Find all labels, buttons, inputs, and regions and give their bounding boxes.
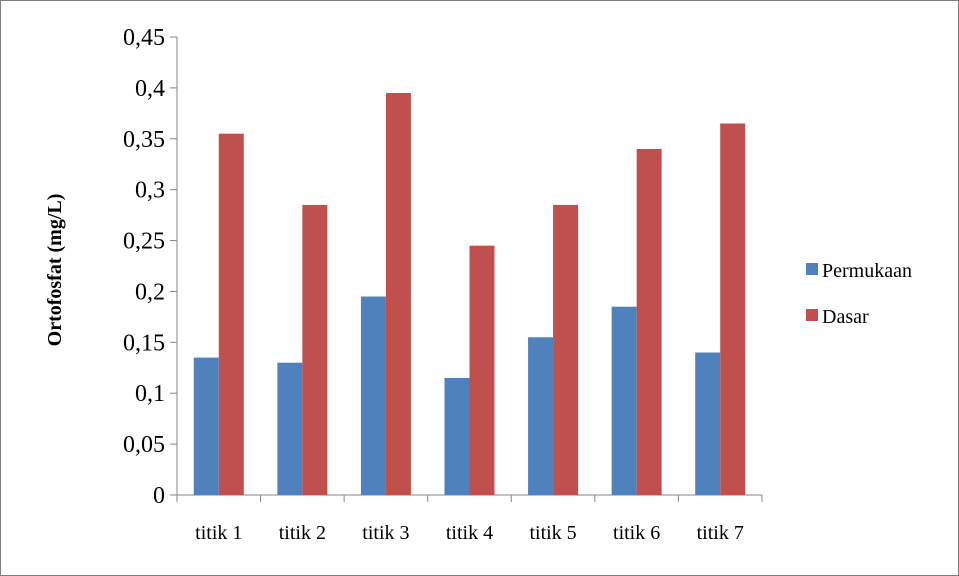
y-tick-label: 0,25 (123, 229, 165, 255)
bar-dasar-titik-5 (553, 204, 579, 495)
x-tick-label: titik 6 (613, 522, 660, 544)
bar-permukaan-titik-7 (695, 352, 721, 495)
y-tick-label: 0,05 (123, 432, 165, 458)
y-tick-label: 0,4 (135, 76, 165, 102)
legend: Permukaan Dasar (806, 260, 912, 328)
x-tick-label: titik 1 (195, 522, 242, 544)
y-tick-label: 0 (153, 483, 165, 509)
y-tick-label: 0,45 (123, 25, 165, 51)
bar-dasar-titik-6 (636, 148, 662, 495)
bar-permukaan-titik-2 (277, 362, 303, 495)
bar-permukaan-titik-5 (528, 337, 554, 495)
y-tick-label: 0,15 (123, 330, 165, 356)
y-tick-label: 0,1 (135, 381, 165, 407)
legend-swatch-dasar (806, 309, 818, 321)
x-tick-label: titik 7 (697, 522, 744, 544)
y-axis-title: Ortofosfat (mg/L) (44, 194, 66, 347)
y-tick-label: 0,35 (123, 127, 165, 153)
x-tick-label: titik 5 (529, 522, 576, 544)
x-tick-label: titik 3 (362, 522, 409, 544)
y-tick-label: 0,3 (135, 178, 165, 204)
bar-dasar-titik-7 (720, 123, 746, 495)
y-axis: 0 0,05 0,1 0,15 0,2 0,25 0,3 0,35 0,4 0,45 (123, 25, 178, 509)
bar-dasar-titik-1 (218, 133, 244, 495)
bar-dasar-titik-4 (469, 245, 495, 495)
bar-dasar-titik-2 (302, 204, 328, 495)
x-tick-label: titik 2 (279, 522, 326, 544)
legend-swatch-permukaan (806, 263, 818, 275)
bar-permukaan-titik-6 (611, 306, 637, 495)
y-tick-label: 0,2 (135, 279, 165, 305)
bar-permukaan-titik-3 (360, 296, 386, 495)
bars (193, 92, 746, 495)
bar-dasar-titik-3 (385, 92, 411, 495)
legend-label-permukaan: Permukaan (822, 260, 912, 282)
bar-permukaan-titik-1 (193, 357, 219, 495)
bar-permukaan-titik-4 (444, 377, 470, 495)
x-tick-label: titik 4 (446, 522, 493, 544)
x-axis: titik 1 titik 2 titik 3 titik 4 titik 5 titik… (176, 494, 763, 544)
legend-label-dasar: Dasar (822, 306, 869, 328)
